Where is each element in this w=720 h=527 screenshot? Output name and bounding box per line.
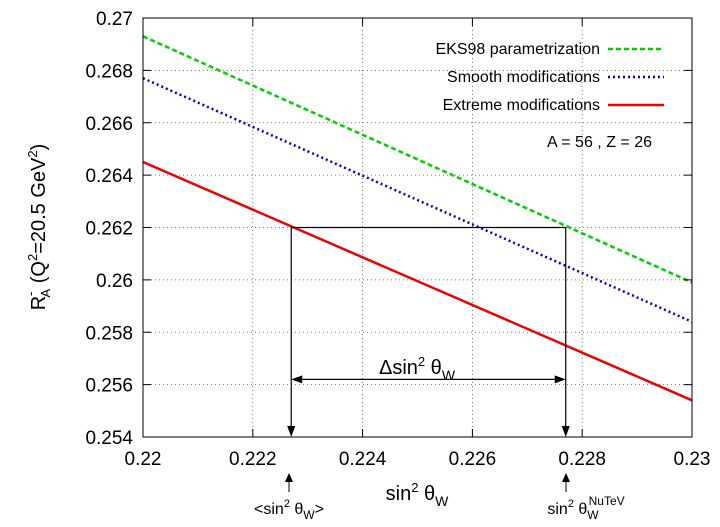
y-tick-label: 0.262 — [85, 219, 133, 240]
series-line-0 — [142, 35, 693, 284]
legend-label-eks98: EKS98 parametrization — [435, 41, 600, 58]
legend-label-extreme: Extreme modifications — [443, 97, 600, 114]
delta-arrow-left-head — [291, 375, 303, 384]
x-tick-label: 0.22 — [125, 449, 162, 470]
left-marker-arrowhead — [285, 473, 293, 482]
y-axis-title: R-A (Q2=20.5 GeV2) — [23, 144, 53, 311]
left-marker: <sin2 θW> — [254, 473, 324, 522]
legend: EKS98 parametrization Smooth modificatio… — [435, 41, 664, 114]
y-tick-label: 0.258 — [85, 323, 133, 344]
right-marker-label: sin2 θWNuTeV — [547, 494, 624, 522]
y-tick-label: 0.27 — [96, 9, 133, 30]
delta-label: Δsin2 θW — [379, 354, 456, 383]
construction-left-arrowhead — [287, 426, 296, 437]
series-line-2 — [142, 160, 693, 402]
ticks: 0.22 0.222 0.224 0.226 0.228 0.23 0.254 0.256 0.… — [85, 9, 710, 470]
right-marker: sin2 θWNuTeV — [547, 473, 625, 522]
x-tick-label: 0.228 — [558, 449, 606, 470]
x-tick-label: 0.23 — [674, 449, 711, 470]
y-tick-label: 0.254 — [85, 428, 133, 449]
legend-label-smooth: Smooth modifications — [447, 69, 600, 86]
series-line-1 — [142, 77, 693, 323]
right-marker-arrowhead — [562, 473, 570, 482]
construction-right-arrowhead — [561, 426, 570, 437]
construction-layer — [287, 226, 570, 437]
x-tick-label: 0.226 — [449, 449, 497, 470]
x-axis-title: sin2 θW — [386, 480, 450, 509]
x-tick-label: 0.224 — [339, 449, 387, 470]
y-tick-label: 0.26 — [96, 271, 133, 292]
x-tick-label: 0.222 — [229, 449, 277, 470]
nucleus-annotation: A = 56 , Z = 26 — [547, 134, 652, 151]
y-tick-label: 0.264 — [85, 166, 133, 187]
y-tick-label: 0.256 — [85, 376, 133, 397]
delta-arrow-right-head — [554, 375, 566, 384]
y-tick-label: 0.266 — [85, 114, 133, 135]
y-tick-label: 0.268 — [85, 61, 133, 82]
series-layer — [142, 35, 693, 402]
left-marker-label: <sin2 θW> — [254, 498, 324, 522]
